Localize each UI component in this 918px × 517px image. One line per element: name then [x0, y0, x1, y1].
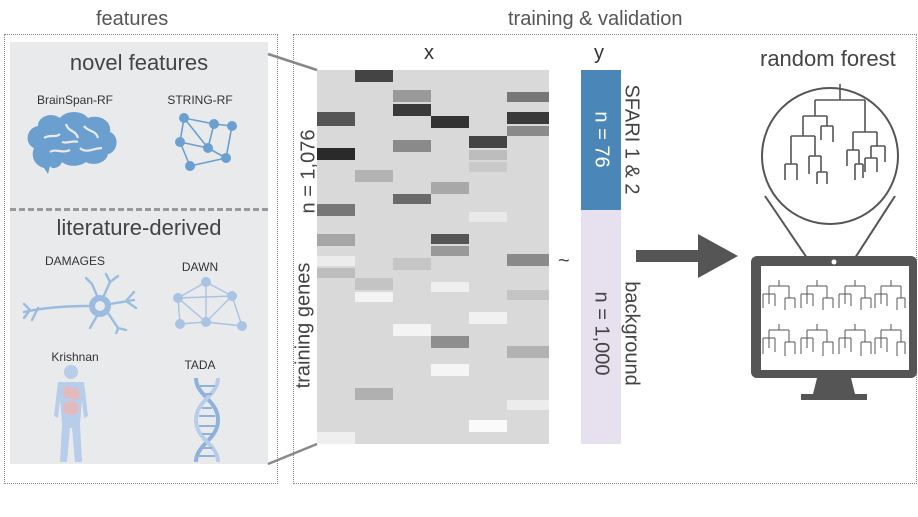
approx-symbol: ~	[558, 250, 570, 272]
background-title-label: background	[620, 281, 643, 386]
network-icon-string	[175, 113, 237, 171]
sfari-bar	[581, 70, 621, 210]
random-forest-title: random forest	[760, 46, 896, 71]
mini-trees-icon	[762, 280, 906, 356]
matrix-x-label: x	[424, 42, 434, 64]
string-rf-label: STRING-RF	[167, 93, 233, 107]
background-bar	[581, 210, 621, 444]
feature-matrix-cells	[317, 70, 549, 444]
decision-tree-icon	[784, 84, 886, 184]
matrix-y-label: y	[594, 42, 604, 64]
features-panel	[10, 42, 268, 464]
network-icon-dawn	[173, 277, 247, 331]
novel-features-title: novel features	[69, 50, 209, 75]
features-section-title: features	[96, 8, 169, 30]
features-box	[4, 34, 278, 484]
sfari-title-label: SFARI 1 & 2	[620, 84, 643, 195]
background-n-label: n = 1,000	[590, 291, 613, 376]
tada-label: TADA	[184, 358, 216, 372]
human-body-icon	[54, 365, 88, 462]
feature-matrix	[317, 70, 549, 444]
training-genes-label: training genes	[292, 262, 315, 389]
dna-icon	[193, 377, 221, 463]
sfari-n-label: n = 76	[590, 111, 613, 168]
neuron-icon	[22, 272, 138, 334]
damages-label: DAMAGES	[44, 254, 105, 268]
training-section-title: training & validation	[508, 8, 683, 30]
training-box	[293, 34, 917, 484]
brain-icon	[27, 112, 117, 174]
random-forest-illustration	[751, 84, 917, 400]
brainspan-rf-label: BrainSpan-RF	[36, 93, 114, 107]
dawn-label: DAWN	[181, 260, 219, 274]
arrow-right-icon	[636, 234, 738, 278]
krishnan-label: Krishnan	[51, 350, 99, 364]
features-divider	[10, 208, 268, 211]
literature-derived-title: literature-derived	[56, 215, 222, 240]
